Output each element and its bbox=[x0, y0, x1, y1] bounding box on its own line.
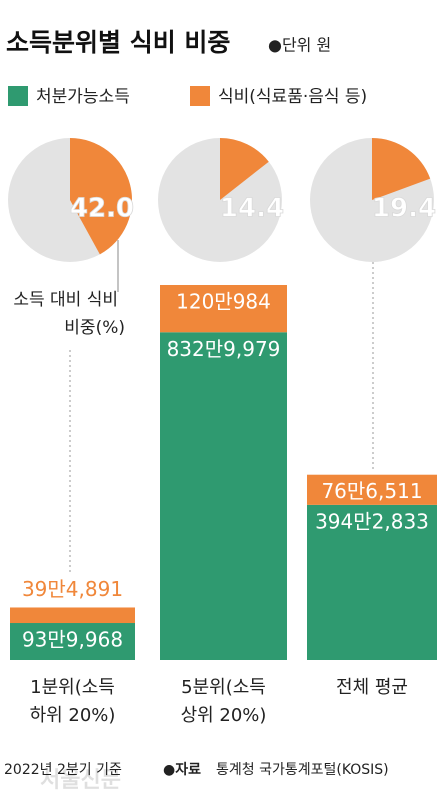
value-label: 832만9,979 bbox=[167, 337, 281, 361]
footnote: 2022년 2분기 기준 bbox=[4, 762, 122, 778]
watermark: 서울신문 bbox=[40, 768, 121, 791]
pie-label: 19.4 bbox=[372, 194, 436, 224]
x-tick-label: 상위 20%) bbox=[181, 705, 267, 726]
pie-slice bbox=[372, 138, 431, 200]
value-label: 39만4,891 bbox=[22, 577, 123, 601]
chart-title: 소득분위별 식비 비중 bbox=[6, 28, 230, 57]
annotation: 소득 대비 식비 bbox=[13, 290, 118, 310]
bar-segment bbox=[307, 474, 437, 505]
x-tick-label: 하위 20%) bbox=[30, 705, 116, 726]
pie-slice bbox=[70, 138, 132, 255]
value-label: 394만2,833 bbox=[315, 509, 429, 533]
bar-segment bbox=[160, 332, 287, 660]
x-tick-label: 5분위(소득 bbox=[181, 677, 266, 698]
pie-slice bbox=[220, 138, 269, 200]
bar-segment bbox=[10, 623, 135, 660]
legend-label: 처분가능소득 bbox=[36, 87, 130, 107]
source-label: ●자료 bbox=[163, 762, 201, 778]
legend-label: 식비(식료품·음식 등) bbox=[218, 87, 367, 107]
value-label: 93만9,968 bbox=[22, 628, 123, 652]
source: 통계청 국가통계포털(KOSIS) bbox=[216, 762, 389, 778]
unit-note: ●단위 원 bbox=[268, 36, 331, 55]
legend-swatch bbox=[8, 86, 28, 106]
annotation: 비중(%) bbox=[64, 318, 125, 338]
pie-label: 14.4 bbox=[220, 194, 284, 224]
bar-segment bbox=[10, 607, 135, 624]
value-label: 76만6,511 bbox=[321, 479, 422, 503]
legend-swatch bbox=[190, 86, 210, 106]
x-tick-label: 1분위(소득 bbox=[30, 677, 115, 698]
x-tick-label: 전체 평균 bbox=[336, 677, 408, 698]
bar-segment bbox=[307, 504, 437, 660]
pie-label: 42.0 bbox=[70, 194, 134, 224]
bar-segment bbox=[160, 285, 287, 333]
value-label: 120만984 bbox=[176, 290, 271, 314]
